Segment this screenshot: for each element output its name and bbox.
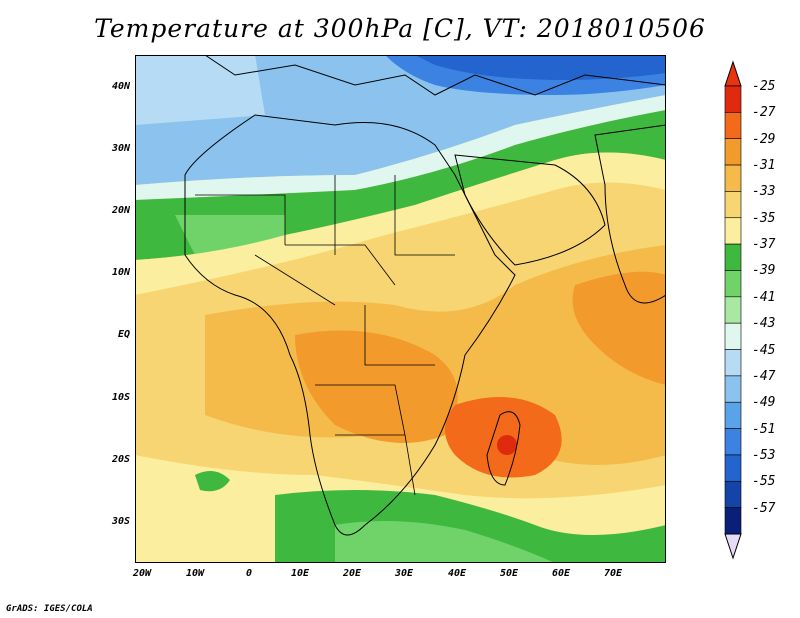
colorbar-label: -25 — [752, 79, 776, 94]
colorbar-label: -57 — [752, 500, 776, 516]
colorbar-swatch — [724, 164, 742, 192]
field-transition-43 — [135, 95, 666, 200]
lon-label-10w: 10W — [186, 568, 205, 579]
lat-label-20n: 20N — [111, 205, 130, 216]
lon-label-10e: 10E — [291, 568, 310, 579]
lon-label-20e: 20E — [343, 568, 362, 579]
map-title: Temperature at 300hPa [C], VT: 201801050… — [94, 14, 706, 43]
country-borders — [195, 175, 455, 496]
lat-label-20s: 20S — [111, 454, 130, 465]
field-lightgreen-south — [335, 521, 555, 563]
colorbar-label: -35 — [752, 210, 776, 226]
lat-label-30s: 30S — [111, 516, 130, 527]
colorbar-swatch — [724, 243, 742, 271]
lon-label-30e: 30E — [395, 568, 414, 579]
footer-credit: GrADS: IGES/COLA — [6, 604, 93, 614]
lon-label-70e: 70E — [604, 568, 623, 579]
colorbar-top-arrow — [724, 60, 742, 87]
colorbar-bottom-arrow — [724, 533, 742, 560]
lat-label-40n: 40N — [111, 81, 130, 92]
field-coldest-north — [415, 55, 666, 80]
coastline-europe — [204, 55, 666, 96]
colorbar-label: -51 — [752, 421, 776, 437]
field-warm-east — [572, 271, 666, 385]
colorbar-swatch — [724, 296, 742, 324]
lat-label-30n: 30N — [111, 143, 130, 154]
colorbar-label: -29 — [752, 131, 776, 147]
field-light-green-north — [175, 215, 285, 255]
colorbar-swatch — [724, 507, 742, 535]
colorbar-label: -49 — [752, 395, 776, 411]
colorbar-label: -47 — [752, 368, 776, 384]
colorbar-label: -37 — [752, 237, 776, 253]
colorbar-swatch — [724, 349, 742, 377]
colorbar-swatch — [724, 138, 742, 166]
colorbar-swatch — [724, 85, 742, 113]
colorbar-swatch — [724, 454, 742, 482]
colorbar-label: -39 — [752, 263, 776, 279]
colorbar-label: -27 — [752, 105, 776, 121]
coastline-madagascar — [486, 411, 521, 486]
colorbar-swatch — [724, 428, 742, 456]
colorbar-label: -53 — [752, 447, 776, 463]
colorbar-label: -33 — [752, 184, 776, 200]
lat-label-eq: EQ — [117, 329, 130, 340]
lon-label-0: 0 — [246, 568, 253, 579]
lon-label-60e: 60E — [552, 568, 571, 579]
field-green-patch-west — [195, 471, 230, 492]
field-hot-spot — [497, 435, 517, 455]
temperature-map — [135, 55, 666, 563]
field-cool-west — [135, 55, 265, 125]
colorbar — [724, 60, 742, 560]
colorbar-swatch — [724, 270, 742, 298]
colorbar-swatch — [724, 375, 742, 403]
lat-label-10n: 10N — [111, 267, 130, 278]
colorbar-label: -41 — [752, 289, 776, 305]
colorbar-label: -43 — [752, 316, 776, 332]
lon-label-20w: 20W — [133, 568, 152, 579]
colorbar-swatch — [724, 480, 742, 508]
colorbar-swatch — [724, 217, 742, 245]
colorbar-label: -55 — [752, 474, 776, 490]
colorbar-swatch — [724, 401, 742, 429]
field-pale-north — [135, 152, 666, 295]
colorbar-swatch — [724, 112, 742, 140]
field-warmer-core — [295, 330, 458, 443]
colorbar-label: -45 — [752, 342, 776, 358]
colorbar-swatch — [724, 191, 742, 219]
colorbar-label: -31 — [752, 158, 776, 174]
lon-label-50e: 50E — [500, 568, 519, 579]
coastline-arabia — [454, 154, 606, 266]
colorbar-swatch — [724, 322, 742, 350]
lat-label-10s: 10S — [111, 392, 130, 403]
lon-label-40e: 40E — [448, 568, 467, 579]
field-warm-equator — [205, 245, 666, 465]
coastline-india — [594, 124, 666, 304]
coastline-africa — [184, 114, 516, 536]
